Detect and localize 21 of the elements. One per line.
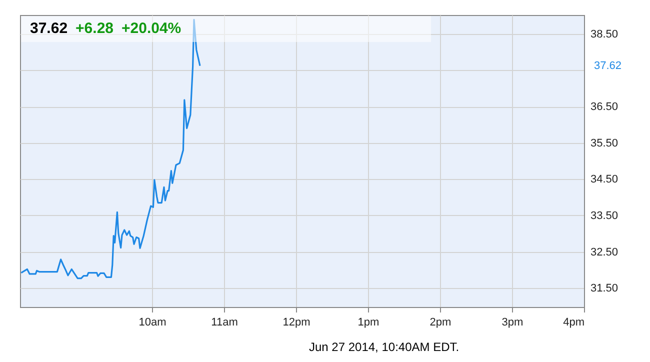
annotation: +20.04%	[122, 20, 182, 37]
x-tick-label: 10am	[138, 316, 166, 328]
y-tick-label: 32.50	[590, 246, 618, 258]
x-tick-label: 4pm	[563, 316, 584, 328]
y-tick-label: 33.50	[590, 210, 618, 222]
y-tick-label: 36.50	[590, 101, 618, 114]
chart-title: 37.62	[30, 20, 68, 37]
x-tick-label: 1pm	[358, 316, 380, 328]
text: 37.62	[594, 60, 622, 72]
x-tick-label: 11am	[211, 316, 238, 328]
line-series	[20, 18, 201, 280]
y-tick-label: 31.50	[590, 282, 618, 295]
y-tick-label: 38.50	[590, 28, 618, 40]
x-tick-label: 12pm	[282, 316, 310, 328]
x-tick-label: 2pm	[430, 316, 452, 328]
y-tick-label: 35.50	[590, 137, 618, 150]
header-box: 37.62 +6.28 +20.04%	[21, 16, 431, 42]
text: Jun 27 2014, 10:40AM EDT.	[309, 340, 460, 354]
x-tick-label: 3pm	[502, 316, 524, 328]
annotation: +6.28	[76, 20, 114, 37]
y-tick-label: 34.50	[590, 174, 618, 186]
